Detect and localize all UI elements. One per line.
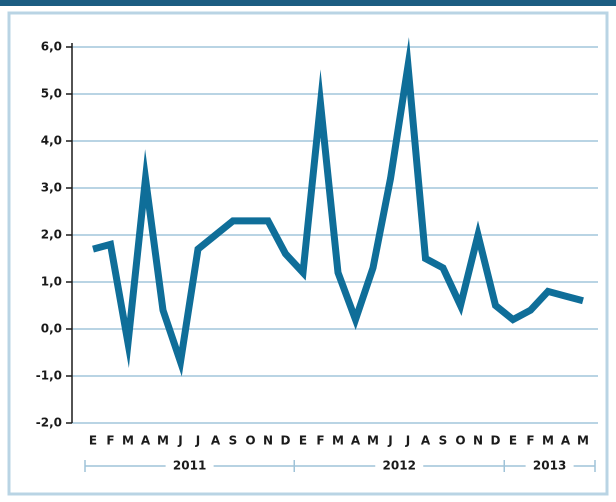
x-tick-label: D xyxy=(491,434,501,448)
x-tick-label: F xyxy=(526,434,534,448)
x-tick-label: E xyxy=(299,434,307,448)
x-tick-label: J xyxy=(195,434,200,448)
y-tick-label: -2,0 xyxy=(36,416,62,430)
y-tick-label: 3,0 xyxy=(41,181,62,195)
y-tick-label: 2,0 xyxy=(41,228,62,242)
x-tick-label: D xyxy=(281,434,291,448)
x-tick-label: F xyxy=(316,434,324,448)
x-tick-label: E xyxy=(89,434,97,448)
y-tick-label: 6,0 xyxy=(41,40,62,54)
x-tick-label: S xyxy=(229,434,238,448)
y-tick-label: 1,0 xyxy=(41,275,62,289)
y-tick-label: 4,0 xyxy=(41,134,62,148)
x-tick-label: M xyxy=(577,434,589,448)
x-tick-label: N xyxy=(263,434,273,448)
x-tick-label: E xyxy=(509,434,517,448)
x-tick-label: M xyxy=(157,434,169,448)
x-tick-label: M xyxy=(332,434,344,448)
x-tick-label: J xyxy=(387,434,392,448)
x-tick-label: J xyxy=(177,434,182,448)
top-bar xyxy=(0,0,616,6)
x-tick-label: M xyxy=(542,434,554,448)
y-tick-label: 5,0 xyxy=(41,87,62,101)
x-tick-label: A xyxy=(561,434,571,448)
x-tick-label: A xyxy=(141,434,151,448)
x-tick-label: M xyxy=(367,434,379,448)
data-line xyxy=(92,37,584,377)
x-tick-label: M xyxy=(122,434,134,448)
x-tick-label: S xyxy=(439,434,448,448)
year-label: 2011 xyxy=(173,459,206,473)
frame xyxy=(7,11,609,496)
y-tick-label: 0,0 xyxy=(41,322,62,336)
year-label: 2013 xyxy=(533,459,566,473)
y-tick-label: -1,0 xyxy=(36,369,62,383)
x-tick-label: O xyxy=(245,434,255,448)
x-tick-label: N xyxy=(473,434,483,448)
x-tick-label: A xyxy=(351,434,361,448)
x-tick-label: J xyxy=(405,434,410,448)
x-tick-label: F xyxy=(106,434,114,448)
x-tick-label: O xyxy=(455,434,465,448)
year-label: 2012 xyxy=(383,459,416,473)
x-tick-label: A xyxy=(421,434,431,448)
x-tick-label: A xyxy=(211,434,221,448)
